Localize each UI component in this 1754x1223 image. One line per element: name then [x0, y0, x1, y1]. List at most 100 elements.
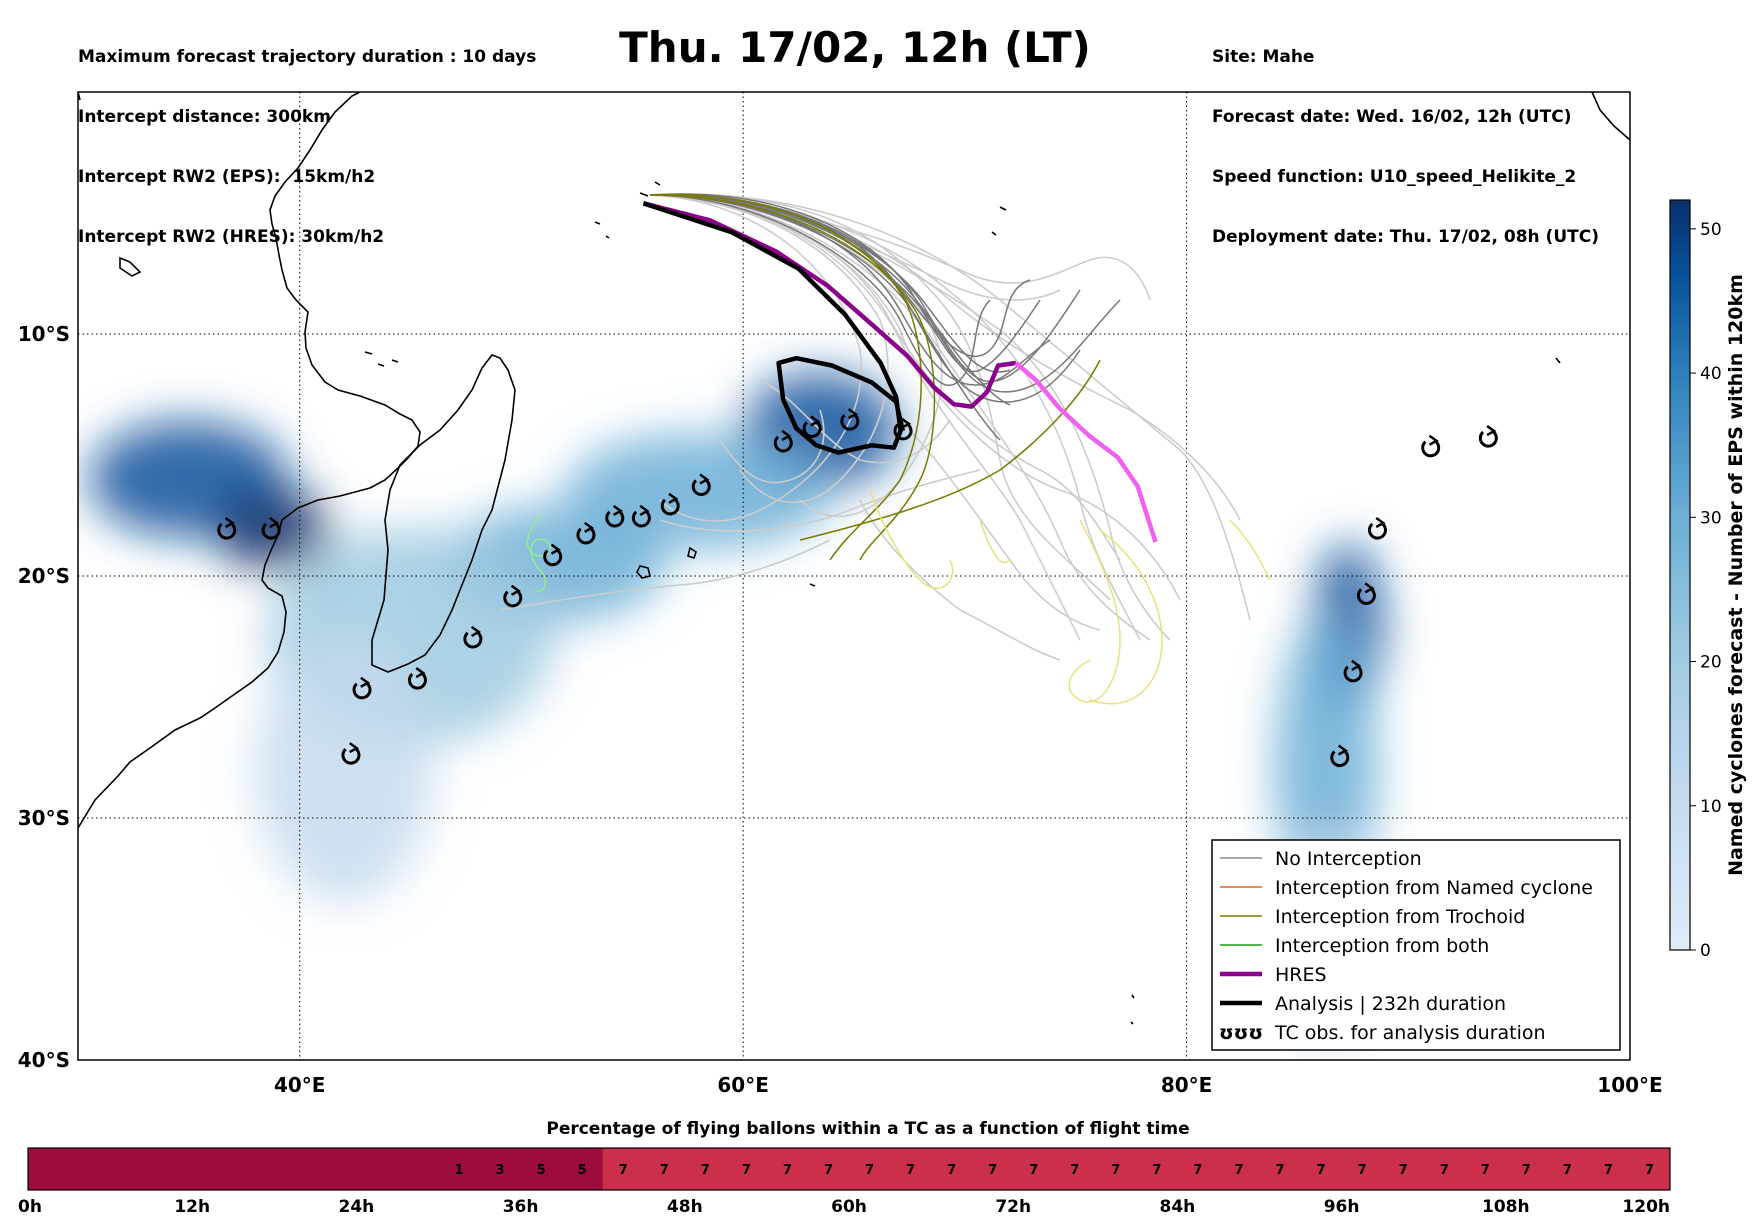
timeline-cell-value: 7	[1399, 1163, 1408, 1178]
timeline-cell-value: 7	[1358, 1163, 1367, 1178]
timeline-cell	[69, 1148, 111, 1190]
timeline-cell-value: 7	[1234, 1163, 1243, 1178]
colorbar-tick-label: 40	[1700, 364, 1722, 384]
tc-obs-marker	[802, 415, 822, 438]
timeline-cell	[315, 1148, 357, 1190]
timeline-cell-value: 7	[865, 1163, 874, 1178]
yellow-trajectories	[869, 489, 1271, 705]
madagascar-coastline	[371, 354, 516, 673]
timeline-cell: 5	[520, 1148, 563, 1190]
timeline-cell-value: 5	[578, 1163, 587, 1178]
lat-tick-label: 20°S	[18, 564, 70, 588]
timeline-tick-label: 60h	[831, 1197, 867, 1217]
legend-entry: No Interception	[1220, 848, 1422, 870]
timeline-cell-value: 7	[783, 1163, 792, 1178]
lon-tick-label: 40°E	[274, 1073, 326, 1097]
timeline-cell-value: 7	[988, 1163, 997, 1178]
timeline-cell: 1	[438, 1148, 481, 1190]
tc-obs-marker	[773, 429, 793, 453]
timeline-frame	[27, 1147, 1671, 1191]
socotra-island	[119, 256, 142, 277]
timeline-cell	[192, 1148, 234, 1190]
reunion-island	[636, 565, 651, 579]
colorbar-tick-label: 50	[1700, 220, 1722, 240]
timeline-cell	[356, 1148, 398, 1190]
timeline-cell: 7	[1259, 1148, 1302, 1190]
colorbar-title: Named cyclones forecast - Number of EPS …	[1725, 274, 1747, 876]
timeline-cell-value: 7	[1152, 1163, 1161, 1178]
timeline-cell: 7	[1054, 1148, 1096, 1190]
green-trajectories	[526, 514, 551, 592]
timeline-tick-label: 96h	[1324, 1197, 1360, 1217]
timeline-cell-value: 7	[1111, 1163, 1120, 1178]
timeline-cell: 7	[725, 1148, 768, 1190]
tc-obs-marker	[543, 543, 563, 567]
timeline-cell-value: 3	[496, 1163, 505, 1178]
header-left-line-3: Intercept RW2 (EPS): 15km/h2	[78, 167, 376, 187]
timeline-cell: 7	[1464, 1148, 1507, 1190]
cocos-islands	[1555, 357, 1561, 364]
timeline-cell: 7	[766, 1148, 809, 1190]
tc-obs-marker	[1330, 744, 1350, 768]
timeline-cell: 7	[849, 1148, 891, 1190]
timeline-cell: 5	[561, 1148, 604, 1190]
timeline-cell-value: 7	[742, 1163, 751, 1178]
tc-obs-marker	[217, 517, 237, 540]
tc-obs-marker	[352, 676, 372, 700]
timeline-cell: 3	[479, 1148, 522, 1190]
chagos-islands	[991, 206, 1007, 236]
legend-label: Interception from Named cyclone	[1275, 877, 1593, 899]
map-title: Thu. 17/02, 12h (LT)	[619, 23, 1091, 72]
header-right-line-2: Forecast date: Wed. 16/02, 12h (UTC)	[1212, 107, 1572, 127]
tc-obs-marker	[503, 584, 523, 608]
timeline-tick-label: 48h	[667, 1197, 703, 1217]
tc-obs-marker	[1478, 425, 1498, 448]
tc-obs-marker	[576, 521, 596, 545]
legend-entry: HRES	[1220, 964, 1327, 986]
timeline-cell-value: 5	[537, 1163, 546, 1178]
timeline-cell-value: 7	[1317, 1163, 1326, 1178]
rodrigues-island	[809, 583, 816, 587]
map-gridlines	[78, 92, 1630, 1060]
lon-tick-label: 80°E	[1161, 1073, 1213, 1097]
timeline-cell	[233, 1148, 275, 1190]
legend-label: HRES	[1275, 964, 1327, 986]
legend-label: No Interception	[1275, 848, 1422, 870]
timeline-cell-value: 7	[1481, 1163, 1490, 1178]
timeline-cell: 7	[1300, 1148, 1343, 1190]
mauritius-island	[687, 546, 697, 560]
colorbar-tick-label: 20	[1700, 653, 1722, 673]
timeline-cell: 7	[1341, 1148, 1384, 1190]
lat-tick-label: 10°S	[18, 322, 70, 346]
seychelles-islands	[594, 181, 661, 239]
legend-box	[1211, 839, 1621, 1051]
tc-obs-marker	[341, 742, 361, 765]
timeline-cell-value: 7	[906, 1163, 915, 1178]
timeline-cell-value: 7	[1070, 1163, 1079, 1178]
legend-entry: Interception from Named cyclone	[1220, 877, 1593, 899]
timeline-cell: 7	[931, 1148, 973, 1190]
timeline-cell-value: 7	[1645, 1163, 1654, 1178]
tc-observation-markers	[217, 408, 1498, 768]
legend-label: Analysis | 232h duration	[1275, 993, 1506, 1015]
latitude-labels: 10°S 20°S 30°S 40°S	[18, 322, 70, 1072]
timeline-cell: 7	[1177, 1148, 1219, 1190]
timeline-cell: 7	[1095, 1148, 1137, 1190]
timeline-cell: 7	[972, 1148, 1014, 1190]
longitude-labels: 40°E 60°E 80°E 100°E	[274, 1073, 1663, 1097]
legend-marker-glyph: ʊʊʊ	[1219, 1022, 1263, 1044]
timeline-cell: 7	[807, 1148, 850, 1190]
timeline-cell-value: 7	[824, 1163, 833, 1178]
timeline-cells: 1 3 5 5 7 7 7 7 7 7 7 7 7 7 7 7 7 7 7 7 7 7 7 7 7 7 7 7 7 7	[28, 1148, 1671, 1190]
colorbar: 0 10 20 30 40 50 Named cyclones forecast - Nu…	[1669, 199, 1747, 961]
timeline-cell-value: 7	[1029, 1163, 1038, 1178]
header-left-line-1: Maximum forecast trajectory duration : 1…	[78, 47, 537, 67]
tc-obs-marker	[840, 408, 860, 431]
timeline-cell: 7	[1218, 1148, 1260, 1190]
header-right-line-4: Deployment date: Thu. 17/02, 08h (UTC)	[1212, 227, 1599, 247]
tc-obs-marker	[660, 492, 680, 516]
timeline-cell-value: 7	[660, 1163, 669, 1178]
hres-trajectory	[642, 201, 1017, 409]
timeline-cell: 7	[602, 1148, 645, 1190]
